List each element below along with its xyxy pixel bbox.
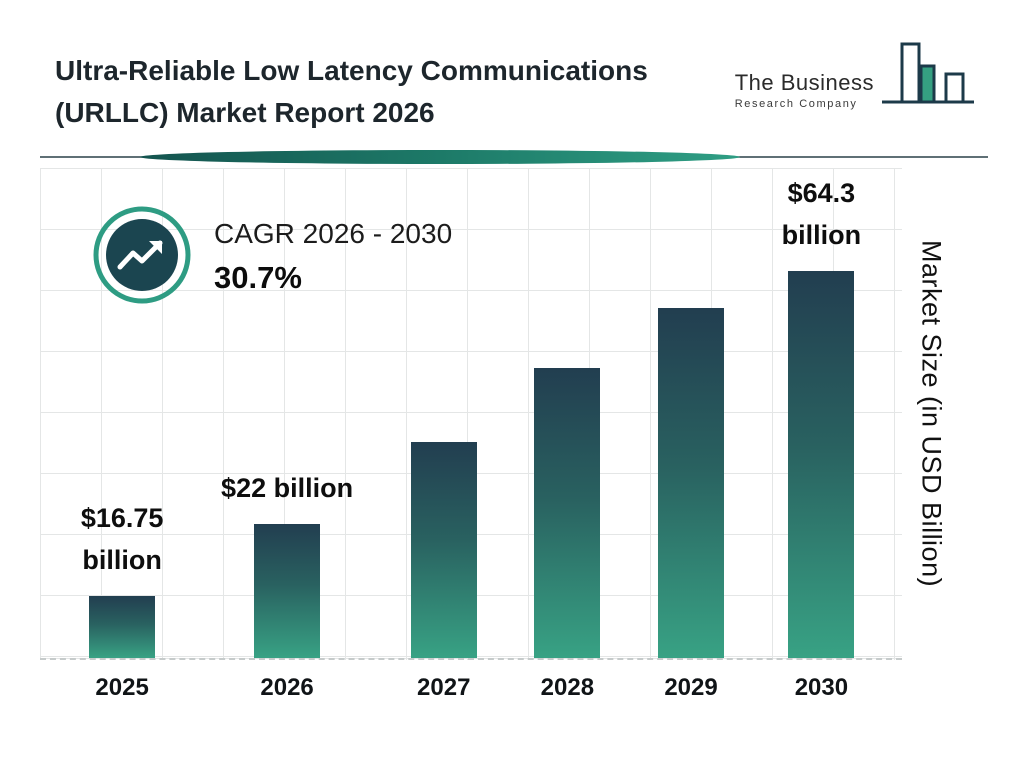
- company-logo-text: The Business Research Company: [735, 70, 874, 110]
- cagr-label: CAGR 2026 - 2030: [214, 218, 453, 249]
- x-axis-tick-label: 2026: [260, 674, 314, 701]
- bar-group: 2027: [410, 428, 477, 701]
- x-axis-tick-label: 2027: [417, 674, 471, 701]
- bar-2029: [658, 308, 725, 658]
- company-logo: The Business Research Company: [735, 40, 976, 122]
- bar-value-label: $64.3 billion: [781, 178, 862, 251]
- y-axis-label: Market Size (in USD Billion): [916, 240, 947, 588]
- cagr-value: 30.7%: [214, 260, 302, 295]
- page-title: Ultra-Reliable Low Latency Communication…: [55, 50, 735, 134]
- divider-graphic: [40, 150, 988, 164]
- page-title-line1: Ultra-Reliable Low Latency Communication…: [55, 55, 648, 86]
- bar-value-label: $22 billion: [221, 473, 354, 504]
- chart-area: $16.75 billion 2025 $22 billion 2026 2027 2028…: [40, 168, 902, 701]
- logo-name: The Business: [734, 70, 874, 95]
- bar-group: 2028: [534, 354, 601, 701]
- logo-bars-icon: [882, 42, 974, 104]
- bar-2025: [89, 596, 156, 658]
- bar-group: $22 billion 2026: [221, 468, 354, 701]
- bar-2028: [534, 368, 601, 658]
- page-title-line2: (URLLC) Market Report 2026: [55, 97, 435, 128]
- bar-group: $16.75 billion 2025: [80, 498, 164, 701]
- x-axis-tick-label: 2028: [540, 674, 595, 701]
- bar-group: $64.3 billion 2030: [781, 173, 862, 701]
- x-axis-tick-label: 2029: [664, 674, 718, 701]
- bar-value-label: $16.75 billion: [80, 503, 164, 576]
- bar-2026: [254, 524, 321, 658]
- section-divider: [0, 148, 1024, 166]
- x-axis-tick-label: 2030: [794, 674, 849, 701]
- growth-trend-icon: [93, 206, 191, 304]
- bar-group: 2029: [658, 294, 725, 701]
- bar-2027: [410, 442, 477, 658]
- bars-container: $16.75 billion 2025 $22 billion 2026 2027 2028…: [52, 168, 890, 701]
- x-axis-tick-label: 2025: [95, 674, 149, 701]
- bar-2030: [788, 271, 855, 658]
- cagr-texts: CAGR 2026 - 2030 30.7%: [214, 214, 452, 296]
- logo-subname: Research Company: [734, 98, 858, 110]
- cagr-badge: CAGR 2026 - 2030 30.7%: [92, 205, 452, 305]
